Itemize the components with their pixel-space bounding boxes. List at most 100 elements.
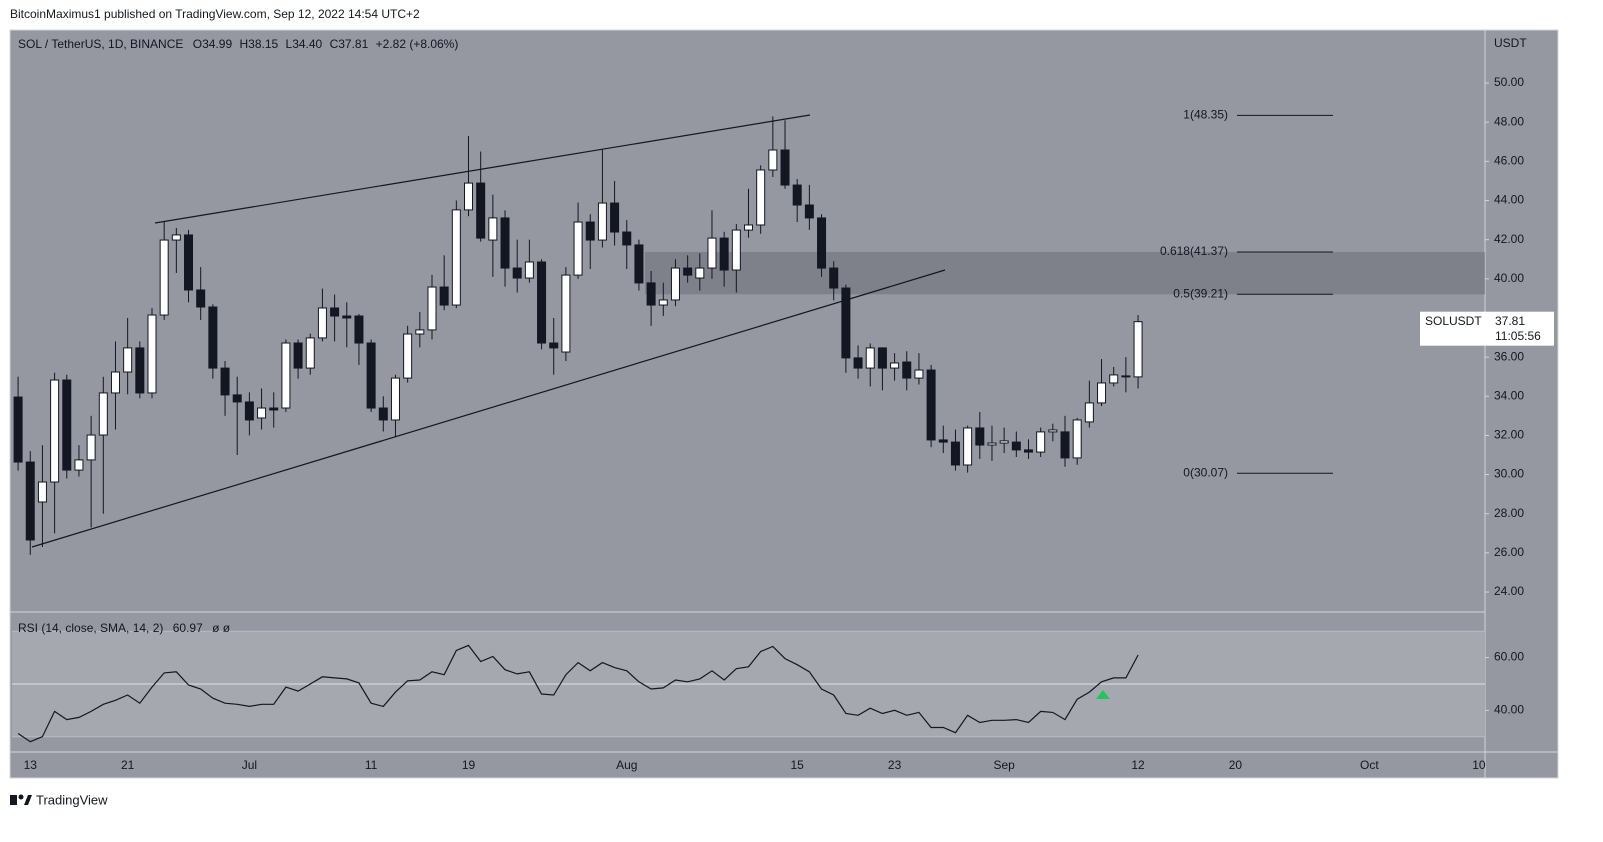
candle-body — [950, 441, 960, 466]
rsi-background — [12, 630, 1485, 738]
candle-body — [293, 342, 303, 369]
candle-body — [110, 371, 120, 394]
candle-body — [476, 182, 486, 239]
y-tick-label: 44.00 — [1494, 193, 1524, 207]
footer-brand: TradingView — [36, 792, 108, 807]
candle-body — [123, 347, 133, 373]
candle-body — [1048, 429, 1058, 433]
candle-body — [135, 347, 145, 394]
candle-body — [208, 306, 218, 369]
y-tick-label: 28.00 — [1494, 506, 1524, 520]
candle-body — [524, 261, 534, 279]
h-letter: H — [239, 37, 248, 51]
x-tick-label: Oct — [1360, 758, 1379, 772]
signal-arrow — [1096, 690, 1110, 699]
candle-body — [1084, 402, 1094, 423]
rsi-title: RSI (14, close, SMA, 14, 2) — [18, 621, 163, 635]
candle-body — [37, 481, 47, 503]
candle-body — [707, 237, 717, 269]
candle-body — [963, 427, 973, 466]
candle-body — [719, 237, 729, 271]
y-tick-label: 60.00 — [1494, 650, 1524, 664]
c-value: 37.81 — [338, 37, 368, 51]
candle-body — [1072, 419, 1082, 459]
x-tick-label: 23 — [888, 758, 902, 772]
candle-body — [196, 289, 206, 308]
candle-body — [244, 401, 254, 421]
candle-body — [257, 407, 267, 419]
x-tick-label: 13 — [24, 758, 38, 772]
candle-body — [938, 439, 948, 443]
fib-label: 0(30.07) — [1183, 465, 1228, 479]
x-tick-label: 21 — [121, 758, 135, 772]
candle-body — [1097, 382, 1107, 404]
candle-body — [1023, 449, 1033, 453]
candle-body — [561, 274, 571, 353]
price-label-value: 37.81 — [1495, 314, 1525, 328]
c-letter: C — [330, 37, 339, 51]
candle-body — [597, 202, 607, 241]
y-tick-label: 32.00 — [1494, 428, 1524, 442]
y-tick-label: 24.00 — [1494, 584, 1524, 598]
candle-body — [305, 337, 315, 369]
y-tick-label: 40.00 — [1494, 271, 1524, 285]
x-tick-label: 12 — [1131, 758, 1145, 772]
y-tick-label: 46.00 — [1494, 154, 1524, 168]
change: +2.82 (+8.06%) — [376, 37, 459, 51]
candle-body — [695, 267, 705, 279]
candle-body — [25, 461, 35, 541]
o-value: 34.99 — [202, 37, 232, 51]
y-tick-label: 40.00 — [1494, 702, 1524, 716]
price-label-box — [1420, 311, 1554, 346]
candle-body — [549, 342, 559, 349]
candle-body — [13, 396, 23, 463]
candle-body — [975, 427, 985, 446]
rsi-value: 60.97 — [173, 621, 203, 635]
lower-trendline — [31, 269, 946, 548]
candle-body — [999, 440, 1009, 444]
fib-label: 1(48.35) — [1183, 108, 1228, 122]
h-value: 38.15 — [248, 37, 278, 51]
candle-body — [537, 261, 547, 344]
candle-body — [317, 307, 327, 339]
candle-body — [1060, 431, 1070, 459]
logo-block — [10, 795, 17, 805]
candle-body — [488, 217, 498, 241]
candle-body — [98, 392, 108, 436]
candle-body — [683, 267, 693, 276]
rsi-extra: ø ø — [212, 621, 231, 635]
candle-body — [1121, 375, 1131, 378]
candle-body — [171, 234, 181, 241]
candle-body — [780, 149, 790, 186]
candle-body — [877, 347, 887, 369]
candle-body — [147, 314, 157, 394]
zone — [645, 251, 1485, 295]
candle-body — [926, 369, 936, 441]
candle-body — [804, 204, 814, 219]
footer-logo: TradingView — [10, 792, 108, 807]
l-value: 34.40 — [292, 37, 322, 51]
rsi-line — [17, 644, 1139, 743]
candle-body — [756, 169, 766, 226]
candle-body — [74, 459, 84, 471]
rsi-legend: RSI (14, close, SMA, 14, 2) 60.97 ø ø — [18, 621, 231, 635]
candle-body — [378, 407, 388, 421]
candle-body — [62, 379, 72, 471]
x-tick-label: 11 — [365, 758, 378, 772]
candle-body — [427, 286, 437, 331]
candle-body — [658, 299, 668, 306]
candle-body — [512, 267, 522, 279]
candle-body — [1133, 321, 1143, 378]
candle-body — [585, 221, 595, 241]
axis-unit: USDT — [1494, 36, 1527, 50]
price-label-countdown: 11:05:56 — [1495, 329, 1541, 343]
y-tick-label: 36.00 — [1494, 349, 1524, 363]
candle-body — [731, 229, 741, 271]
candle-body — [902, 361, 912, 379]
publish-info: BitcoinMaximus1 published on TradingView… — [10, 7, 420, 21]
candle-body — [159, 239, 169, 316]
y-tick-label: 42.00 — [1494, 232, 1524, 246]
candle-body — [451, 209, 461, 306]
candle-body — [330, 307, 340, 317]
